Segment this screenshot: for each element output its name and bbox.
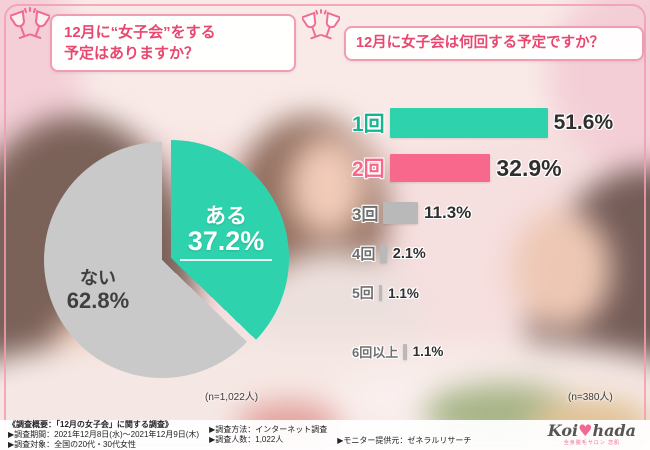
pie-label-aru: ある <box>205 205 247 228</box>
bar-row: 2回 32.9% <box>352 153 646 183</box>
bar-fill <box>389 154 491 182</box>
bar-label: 5回 <box>352 285 374 301</box>
bar-value: 51.6% <box>553 111 614 134</box>
bar-fill <box>380 244 387 263</box>
heart-icon: ♥ <box>578 421 593 441</box>
brand-logo-post: hada <box>592 421 636 441</box>
wine-glasses-icon <box>302 8 340 40</box>
bar-label: 1回 <box>352 113 385 136</box>
bar-label: 3回 <box>352 205 379 224</box>
question-left-line1: 12月に“女子会”をする <box>64 24 216 41</box>
question-right-title: 12月に女子会は何回する予定ですか？ <box>356 35 605 51</box>
bar-value: 1.1% <box>412 344 444 359</box>
pie-value-nai: 62.8% <box>66 288 130 313</box>
bar-value: 1.1% <box>388 285 419 301</box>
question-box-left: 12月に“女子会”をする 予定はありますか？ <box>50 14 296 72</box>
brand-logo: Koi♥hada 全身脱毛サロン 恋肌 <box>547 421 636 447</box>
survey-method: ▶調査方法：インターネット調査 <box>209 425 328 434</box>
survey-monitor: ▶モニター提供元：ゼネラルリサーチ <box>337 436 472 445</box>
bar-value: 2.1% <box>392 245 426 262</box>
bar-fill <box>383 201 419 224</box>
brand-logo-pre: Koi <box>547 421 579 441</box>
brand-tagline: 全身脱毛サロン 恋肌 <box>563 440 621 447</box>
bar-label: 4回 <box>352 246 376 263</box>
bar-row: 4回 2.1% <box>352 243 646 264</box>
survey-overview: 《調査概要：「12月の女子会」に関する調査》 <box>8 420 173 429</box>
bar-sample-size: (n=380人) <box>568 392 613 403</box>
pie-value-aru: 37.2% <box>180 226 272 261</box>
question-left-line2: 予定はありますか？ <box>64 45 200 62</box>
pie-chart: ある 37.2% ない 62.8% <box>44 140 289 378</box>
pie-label-nai: ない <box>80 268 116 288</box>
bar-fill <box>389 108 548 138</box>
survey-period: ▶調査期間：2021年12月8日(水)～2021年12月9日(木) <box>8 430 200 439</box>
bar-row: 3回 11.3% <box>352 200 646 225</box>
bar-row: 6回以上 1.1% <box>352 342 646 361</box>
bar-row: 1回 51.6% <box>352 108 646 138</box>
bar-value: 32.9% <box>496 154 562 181</box>
bar-fill <box>403 343 407 360</box>
survey-count: ▶調査人数：1,022人 <box>209 435 284 444</box>
wine-glasses-icon <box>10 7 50 39</box>
bg-person-right-face <box>512 209 611 329</box>
bar-fill <box>378 285 383 301</box>
bar-label: 6回以上 <box>352 345 399 360</box>
bar-row: 5回 1.1% <box>352 283 646 303</box>
bar-label: 2回 <box>352 158 385 181</box>
pie-slice-aru <box>53 140 289 376</box>
bar-value: 11.3% <box>424 202 472 222</box>
pie-sample-size: (n=1,022人) <box>205 392 259 403</box>
bg-person-center-face <box>288 136 367 236</box>
question-box-right: 12月に女子会は何回する予定ですか？ <box>344 26 644 62</box>
survey-target: ▶調査対象：全国の20代・30代女性 <box>8 440 136 449</box>
footer: 《調査概要：「12月の女子会」に関する調査》 ▶調査期間：2021年12月8日(… <box>0 420 650 450</box>
